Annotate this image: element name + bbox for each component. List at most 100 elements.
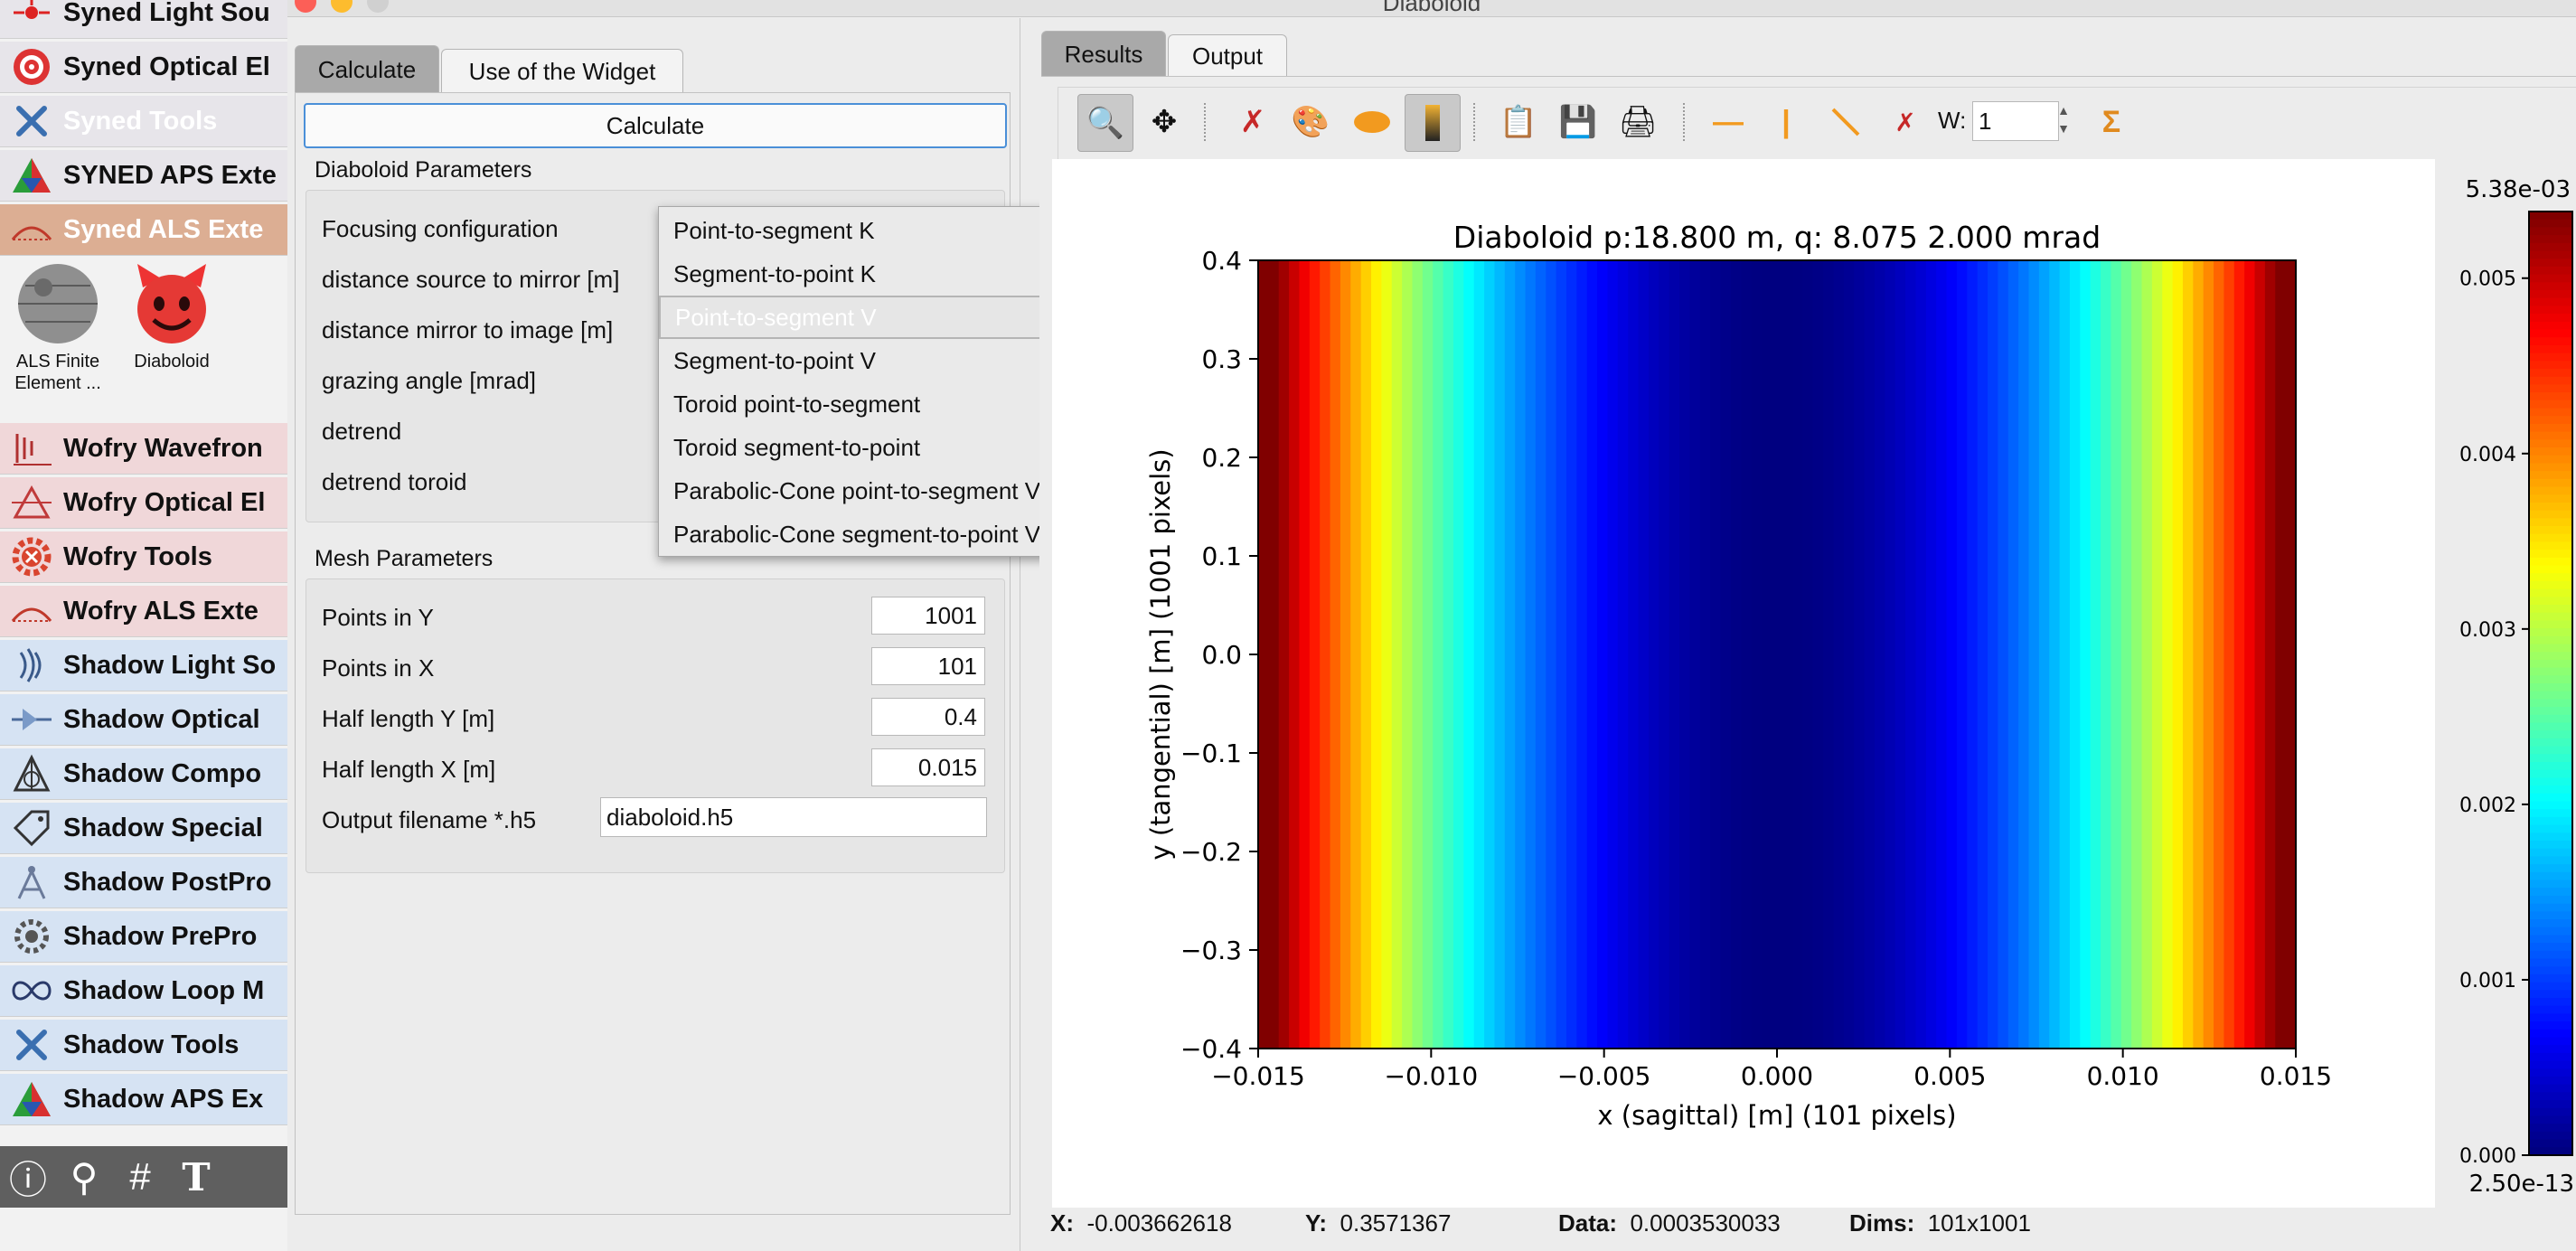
heatmap-column [2264,260,2277,1049]
heatmap-column [2285,260,2297,1049]
category-shadow-aps-extension[interactable]: Shadow APS Ex [0,1074,287,1125]
aspect-ratio-icon[interactable] [1345,94,1399,150]
category-shadow-light-sources[interactable]: Shadow Light So [0,640,287,691]
text-icon[interactable]: T [182,1154,211,1199]
category-syned-aps-extension[interactable]: SYNED APS Exte [0,150,287,202]
heatmap-column [1669,260,1680,1049]
close-window-button[interactable] [295,0,316,13]
category-shadow-tools[interactable]: Shadow Tools [0,1020,287,1071]
line-width-input[interactable]: 1 [1972,101,2059,141]
line-profile-icon[interactable] [1819,94,1873,150]
reset-zoom-icon[interactable]: ✗ [1239,105,1266,139]
colorbar-segment [2529,1100,2572,1109]
category-syned-optical-elements[interactable]: Syned Optical El [0,42,287,93]
colorbar-segment [2529,1037,2572,1047]
category-wofry-optical-elements[interactable]: Wofry Optical El [0,477,287,529]
dropdown-option[interactable]: Toroid point-to-segment [673,390,921,418]
colorbar-segment [2529,242,2572,252]
dropdown-option[interactable]: Toroid segment-to-point [673,433,921,461]
category-shadow-loop-management[interactable]: Shadow Loop M [0,965,287,1017]
search-icon[interactable]: ⚲ [70,1155,99,1199]
tab-use-of-widget[interactable]: Use of the Widget [441,49,683,93]
heatmap-column [2275,260,2287,1049]
colorbar-segment [2529,306,2572,315]
category-syned-als-extension[interactable]: Syned ALS Exte [0,204,287,256]
info-icon[interactable]: ⓘ [8,1158,47,1201]
dropdown-option-highlighted[interactable]: Point-to-segment V [659,296,1104,339]
heatmap-column [1289,260,1301,1049]
window-title: Diaboloid [1382,0,1481,16]
points-in-x-input[interactable]: 101 [871,647,985,685]
diaboloid-heatmap[interactable]: Diaboloid p:18.800 m, q: 8.075 2.000 mra… [1052,159,2435,1208]
print-icon[interactable]: 🖨 [1618,105,1658,139]
dropdown-option[interactable]: Parabolic-Cone segment-to-point V [673,520,1041,548]
aps-triangle-icon [0,1074,63,1124]
category-shadow-postprocessing[interactable]: Shadow PostPro [0,857,287,908]
minimize-window-button[interactable] [331,0,353,13]
aps-triangle-icon [0,150,63,201]
clear-profile-icon[interactable]: ✗ [1894,108,1916,136]
heatmap-column [1402,260,1414,1049]
colorbar-segment [2529,769,2572,779]
heatmap-column [1915,260,1927,1049]
category-shadow-preprocessing[interactable]: Shadow PrePro [0,911,287,963]
pan-icon[interactable]: ✥ [1151,105,1178,139]
dropdown-option[interactable]: Segment-to-point K [673,259,877,287]
points-in-y-input[interactable]: 1001 [871,597,985,635]
hash-icon[interactable]: # [129,1155,151,1198]
colorbar-segment [2529,966,2572,975]
category-shadow-special[interactable]: Shadow Special [0,803,287,854]
output-filename-input[interactable]: diaboloid.h5 [600,797,987,837]
dropdown-option[interactable]: Point-to-segment K [673,216,875,244]
profile-options-icon[interactable]: Σ [2101,104,2121,139]
distance-mirror-image-label: distance mirror to image [m] [322,316,614,343]
category-label: Wofry Wavefron [63,433,263,463]
tab-calculate[interactable]: Calculate [295,45,439,93]
heatmap-column [1360,260,1372,1049]
half-length-x-input[interactable]: 0.015 [871,748,985,786]
heatmap-column [1761,260,1773,1049]
category-syned-tools[interactable]: Syned Tools [0,96,287,147]
dropdown-option[interactable]: Parabolic-Cone point-to-segment V [673,476,1041,504]
dropdown-option[interactable]: Segment-to-point V [673,346,877,374]
heatmap-column [1648,260,1660,1049]
colorbar-segment [2529,290,2572,299]
cog-icon [0,911,63,962]
category-syned-light-sources[interactable]: Syned Light Sou [0,0,287,39]
category-wofry-tools[interactable]: Wofry Tools [0,531,287,583]
category-label: Shadow Tools [63,1030,240,1059]
points-in-x-label: Points in X [322,654,435,682]
colorbar-segment [2529,612,2572,622]
category-wofry-als-extension[interactable]: Wofry ALS Exte [0,586,287,637]
plot-area[interactable]: Diaboloid p:18.800 m, q: 8.075 2.000 mra… [1052,159,2435,1208]
heatmap-column [1443,260,1454,1049]
line-width-stepper[interactable]: ▲ ▼ [2057,103,2070,136]
x-tick-label: 0.000 [1741,1061,1813,1091]
heatmap-column [1473,260,1485,1049]
category-shadow-compound[interactable]: Shadow Compo [0,748,287,800]
focusing-configuration-dropdown[interactable]: Point-to-segment K Segment-to-point K Po… [658,206,1105,557]
copy-icon[interactable]: 📋 [1499,105,1538,139]
colormap-palette-icon[interactable]: 🎨 [1291,105,1330,139]
colorbar-segment [2529,738,2572,748]
calculate-button[interactable]: Calculate [304,103,1007,148]
heatmap-column [1946,260,1958,1049]
colorbar-toggle-icon[interactable] [1405,94,1461,152]
category-shadow-optical-elements[interactable]: Shadow Optical [0,694,287,746]
colorbar-segment [2529,699,2572,709]
horizontal-profile-icon[interactable]: — [1713,104,1744,139]
widget-diaboloid[interactable]: Diaboloid [121,262,222,372]
save-icon[interactable]: 💾 [1558,105,1598,139]
category-wofry-wavefront[interactable]: Wofry Wavefron [0,423,287,475]
colorbar-segment [2529,588,2572,598]
tab-results[interactable]: Results [1041,31,1166,77]
zoom-icon[interactable]: 🔍 [1077,94,1133,152]
vertical-profile-icon[interactable]: | [1782,104,1791,139]
zoom-window-button[interactable] [367,0,389,13]
half-length-y-input[interactable]: 0.4 [871,698,985,736]
widget-als-finite-element[interactable]: ALS Finite Element ... [7,262,108,394]
death-star-icon [16,262,99,345]
tab-output[interactable]: Output [1168,34,1287,77]
colorbar-segment [2529,683,2572,692]
heatmap-column [1268,260,1280,1049]
